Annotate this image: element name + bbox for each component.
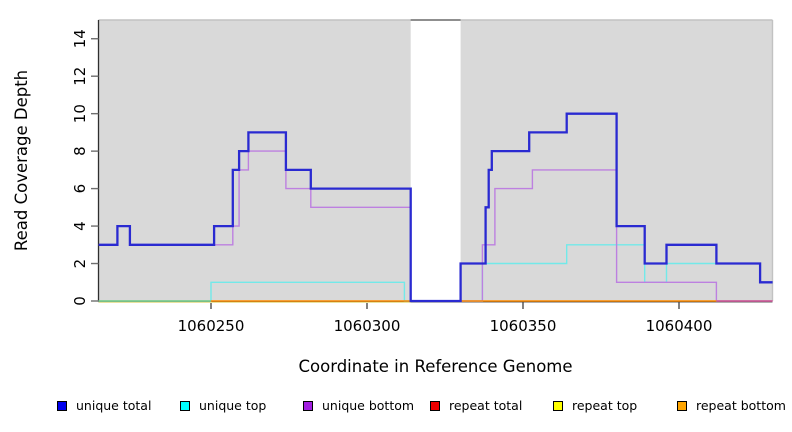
y-tick-label: 8 [71,146,89,156]
legend-swatch-icon [553,401,563,411]
legend-label: repeat bottom [696,398,786,413]
chart-legend: unique total unique top unique bottom repea… [0,398,792,418]
legend-label: unique total [76,398,152,413]
legend-label: repeat top [572,398,638,413]
legend-item-unique-top: unique top [180,398,266,414]
y-tick-label: 4 [71,221,89,231]
legend-swatch-icon [57,401,67,411]
chart-canvas: 0 2 4 6 8 10 12 14 1060250 1060300 1060350 1060400 C… [12,19,774,376]
series-unique-total-line [98,112,773,303]
legend-swatch-icon [180,401,190,411]
x-tick-label: 1060350 [490,317,557,335]
legend-label: repeat total [449,398,523,413]
y-axis-title: Read Coverage Depth [12,70,31,251]
legend-swatch-icon [303,401,313,411]
y-tick-label: 6 [71,184,89,194]
y-tick-label: 0 [71,296,89,306]
legend-label: unique bottom [322,398,415,413]
x-axis-title: Coordinate in Reference Genome [298,357,572,376]
y-tick-label: 12 [71,67,89,86]
y-tick-label: 14 [71,29,89,48]
legend-item-repeat-top: repeat top [553,398,637,414]
legend-item-repeat-bottom: repeat bottom [677,398,786,414]
x-tick-label: 1060300 [334,317,401,335]
x-tick-label: 1060250 [178,317,245,335]
y-tick-label: 10 [71,104,89,123]
series-unique-top-line [98,244,773,302]
legend-label: unique top [199,398,267,413]
legend-item-repeat-total: repeat total [430,398,522,414]
legend-swatch-icon [677,401,687,411]
y-tick-label: 2 [71,259,89,269]
masked-region [410,21,461,301]
legend-item-unique-bottom: unique bottom [303,398,414,414]
legend-item-unique-total: unique total [57,398,151,414]
legend-swatch-icon [430,401,440,411]
x-tick-label: 1060400 [646,317,713,335]
